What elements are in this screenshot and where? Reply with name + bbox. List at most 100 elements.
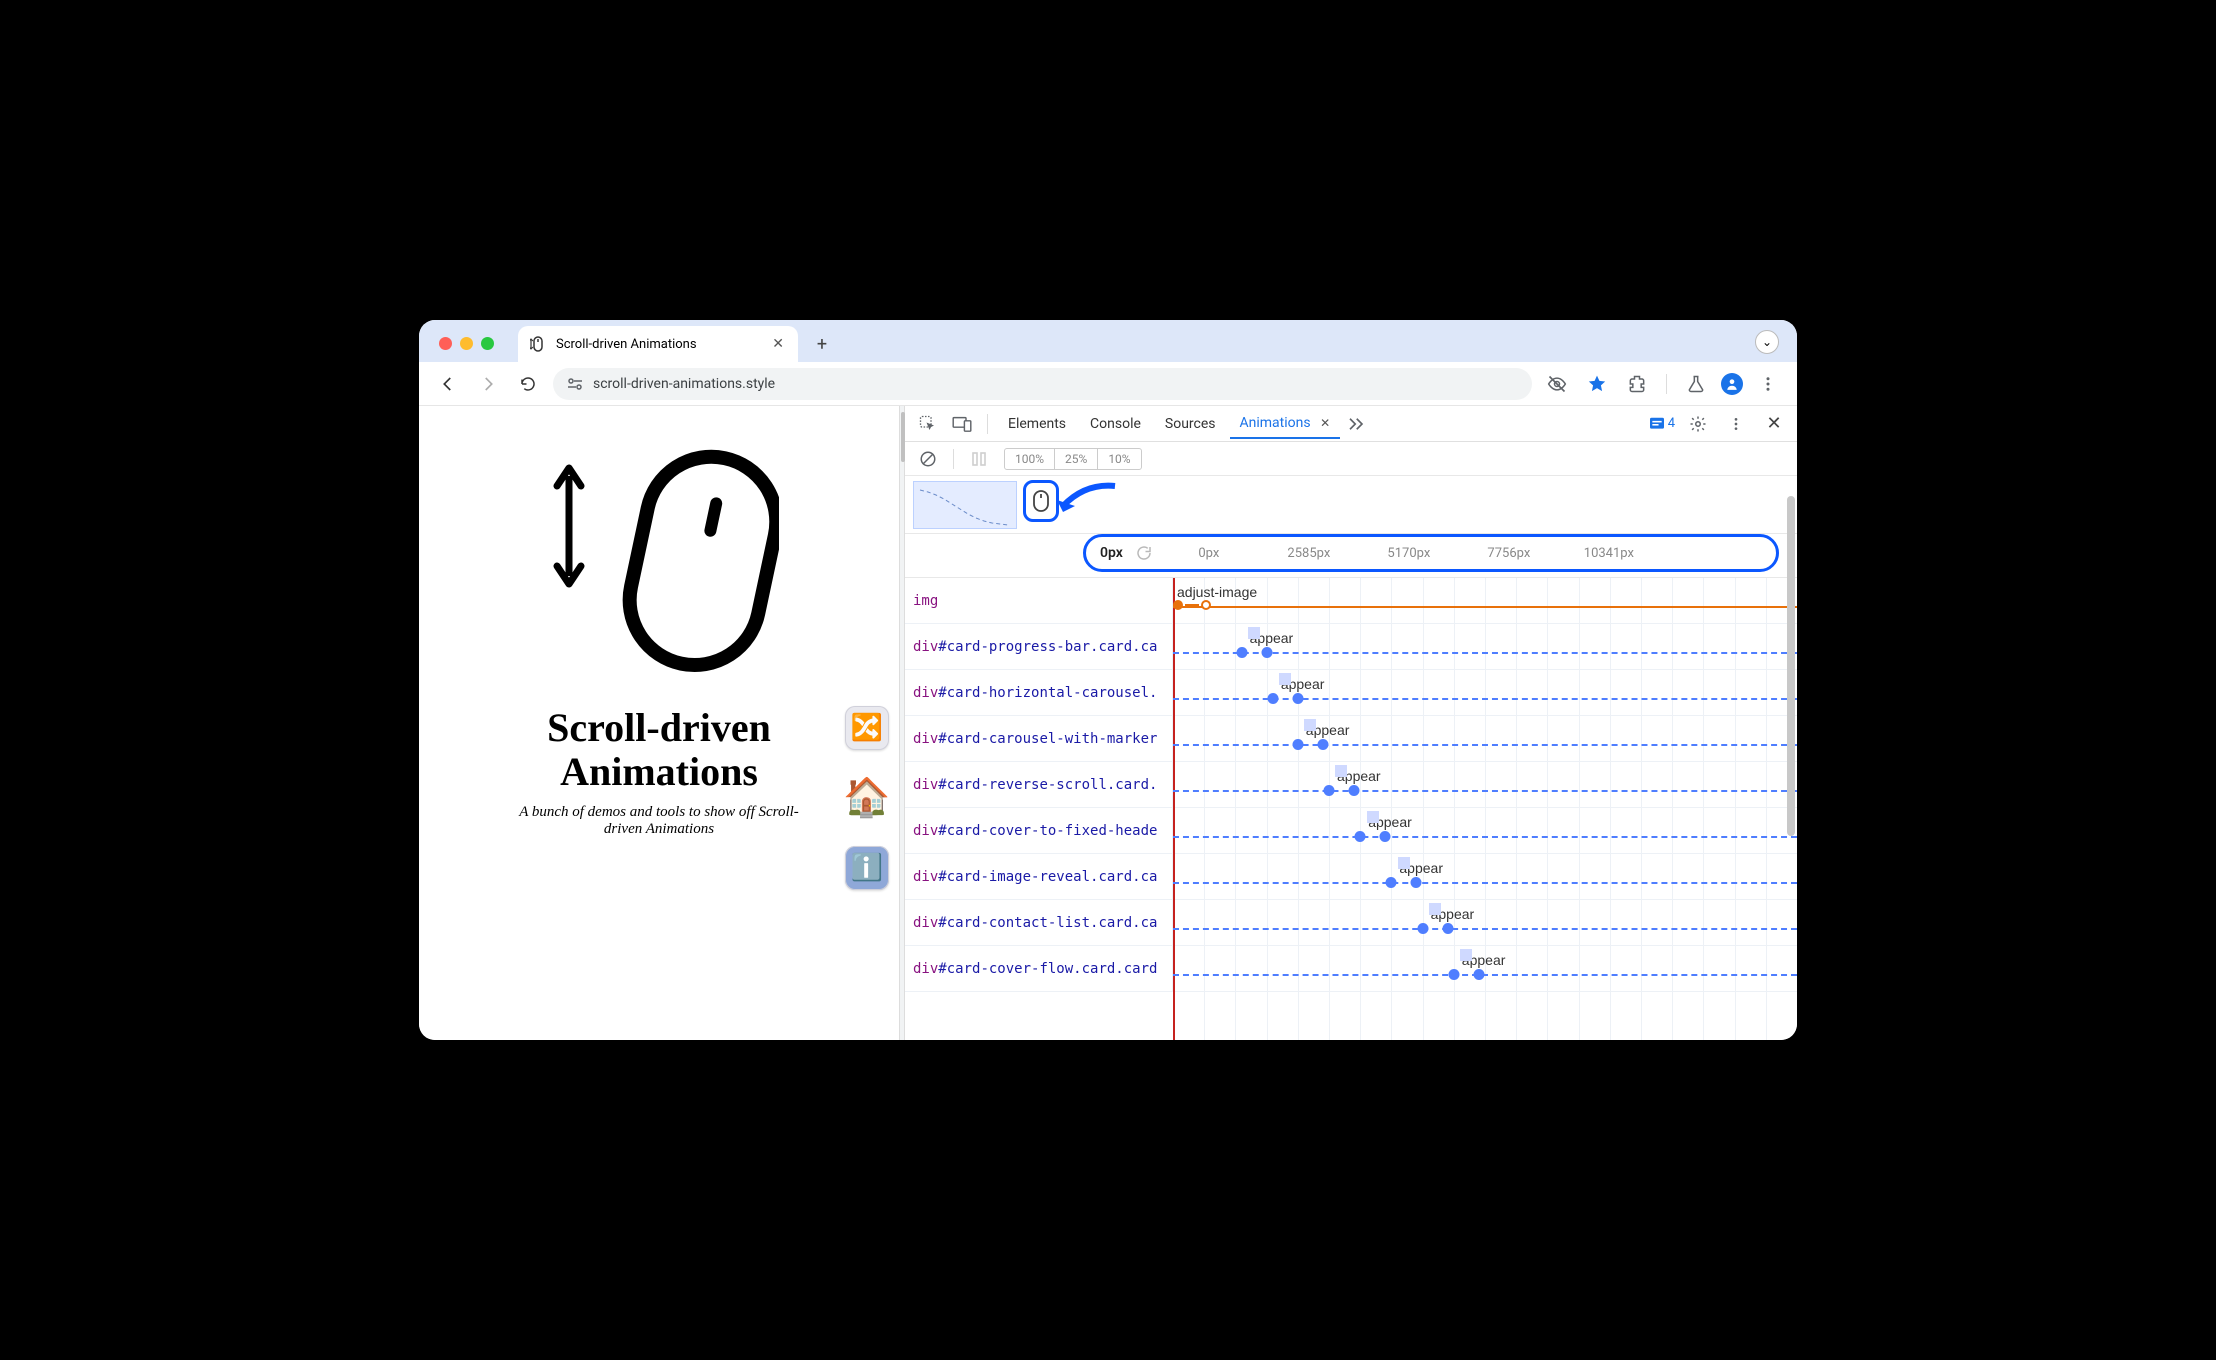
- tab-elements[interactable]: Elements: [998, 410, 1076, 438]
- site-settings-icon[interactable]: [567, 377, 583, 391]
- animation-name: adjust-image: [1177, 584, 1257, 600]
- toolbar-actions: [1542, 369, 1783, 399]
- animation-track[interactable]: appear: [1173, 854, 1797, 899]
- animation-row[interactable]: div#card-progress-bar.card.caappear: [905, 624, 1797, 670]
- speed-100[interactable]: 100%: [1005, 449, 1055, 469]
- animation-row[interactable]: div#card-reverse-scroll.card.appear: [905, 762, 1797, 808]
- tab-sources[interactable]: Sources: [1155, 410, 1226, 438]
- settings-gear-icon[interactable]: [1683, 409, 1713, 439]
- animation-controls: 100% 25% 10%: [905, 442, 1797, 476]
- replay-icon[interactable]: [1135, 544, 1153, 562]
- tab-title: Scroll-driven Animations: [556, 337, 697, 352]
- animation-row[interactable]: div#card-cover-flow.card.cardappear: [905, 946, 1797, 992]
- animation-row[interactable]: div#card-contact-list.card.caappear: [905, 900, 1797, 946]
- device-toggle-icon[interactable]: [947, 409, 977, 439]
- animation-track[interactable]: appear: [1173, 946, 1797, 991]
- devtools-pane: Elements Console Sources Animations ✕ 4: [905, 406, 1797, 1040]
- browser-tab[interactable]: Scroll-driven Animations ✕: [518, 326, 798, 362]
- menu-button[interactable]: [1753, 369, 1783, 399]
- close-devtools-icon[interactable]: ✕: [1759, 409, 1789, 439]
- window-controls: [439, 337, 494, 350]
- extensions-icon[interactable]: [1622, 369, 1652, 399]
- animation-target-label: div#card-horizontal-carousel.: [905, 670, 1173, 715]
- animation-target-label: div#card-cover-flow.card.card: [905, 946, 1173, 991]
- animation-group-thumbnail[interactable]: [913, 481, 1017, 529]
- shuffle-button[interactable]: 🔀: [845, 706, 889, 750]
- bookmark-star-icon[interactable]: [1582, 369, 1612, 399]
- animation-target-label: div#card-contact-list.card.ca: [905, 900, 1173, 945]
- timeline-ruler: 0px 0px2585px5170px7756px10341px: [1083, 534, 1779, 572]
- animation-groups: [905, 476, 1797, 534]
- back-button[interactable]: [433, 369, 463, 399]
- forward-button[interactable]: [473, 369, 503, 399]
- eye-off-icon[interactable]: [1542, 369, 1572, 399]
- playback-speed: 100% 25% 10%: [1004, 448, 1142, 470]
- animation-row[interactable]: div#card-image-reveal.card.caappear: [905, 854, 1797, 900]
- animation-row[interactable]: imgadjust-image: [905, 578, 1797, 624]
- devtools-scrollbar[interactable]: [1787, 496, 1795, 836]
- page-subtitle: A bunch of demos and tools to show off S…: [509, 804, 809, 838]
- devtools-menu-icon[interactable]: [1721, 409, 1751, 439]
- divider: [987, 414, 988, 434]
- ruler-tick: 0px: [1159, 546, 1259, 561]
- browser-window: Scroll-driven Animations ✕ + ⌄ scroll-dr…: [419, 320, 1797, 1040]
- animation-track[interactable]: appear: [1173, 670, 1797, 715]
- tab-strip: Scroll-driven Animations ✕ + ⌄: [419, 320, 1797, 362]
- home-button[interactable]: 🏠: [845, 776, 889, 820]
- animation-target-label: div#card-cover-to-fixed-heade: [905, 808, 1173, 853]
- maximize-window-button[interactable]: [481, 337, 494, 350]
- ruler-tick: 5170px: [1359, 546, 1459, 561]
- hero-mouse-icon: [539, 436, 779, 676]
- animation-track[interactable]: adjust-image: [1173, 578, 1797, 623]
- animation-target-label: img: [905, 578, 1173, 623]
- annotation-arrow: [1055, 478, 1125, 520]
- animation-row[interactable]: div#card-cover-to-fixed-headeappear: [905, 808, 1797, 854]
- divider: [1666, 374, 1667, 394]
- issues-count: 4: [1668, 416, 1675, 431]
- tab-overflow-button[interactable]: ⌄: [1755, 330, 1779, 354]
- tab-console[interactable]: Console: [1080, 410, 1151, 438]
- clear-all-icon[interactable]: [913, 444, 943, 474]
- close-tab-button[interactable]: ✕: [772, 336, 784, 352]
- profile-avatar[interactable]: [1721, 373, 1743, 395]
- info-button[interactable]: ℹ️: [845, 846, 889, 890]
- animation-target-label: div#card-reverse-scroll.card.: [905, 762, 1173, 807]
- minimize-window-button[interactable]: [460, 337, 473, 350]
- browser-toolbar: scroll-driven-animations.style: [419, 362, 1797, 406]
- tab-animations[interactable]: Animations ✕: [1230, 409, 1341, 439]
- close-window-button[interactable]: [439, 337, 452, 350]
- current-position: 0px: [1100, 545, 1123, 561]
- animation-row[interactable]: div#card-horizontal-carousel.appear: [905, 670, 1797, 716]
- ruler-tick: 10341px: [1559, 546, 1659, 561]
- page-viewport: Scroll-driven Animations A bunch of demo…: [419, 406, 899, 1040]
- more-tabs-icon[interactable]: [1344, 409, 1368, 439]
- speed-25[interactable]: 25%: [1055, 449, 1098, 469]
- pause-icon[interactable]: [964, 444, 994, 474]
- issues-badge[interactable]: 4: [1649, 416, 1675, 431]
- animation-row[interactable]: div#card-carousel-with-markerappear: [905, 716, 1797, 762]
- animation-track[interactable]: appear: [1173, 900, 1797, 945]
- ruler-tick: 7756px: [1459, 546, 1559, 561]
- animation-list: imgadjust-imagediv#card-progress-bar.car…: [905, 578, 1797, 1040]
- animation-track[interactable]: appear: [1173, 716, 1797, 761]
- tab-favicon: [530, 336, 546, 352]
- heading-line2: Animations: [560, 749, 758, 794]
- reload-button[interactable]: [513, 369, 543, 399]
- animation-track[interactable]: appear: [1173, 624, 1797, 669]
- inspect-element-icon[interactable]: [913, 409, 943, 439]
- labs-flask-icon[interactable]: [1681, 369, 1711, 399]
- animation-track[interactable]: appear: [1173, 808, 1797, 853]
- animation-target-label: div#card-progress-bar.card.ca: [905, 624, 1173, 669]
- new-tab-button[interactable]: +: [806, 328, 838, 360]
- address-url: scroll-driven-animations.style: [593, 376, 775, 392]
- animation-target-label: div#card-carousel-with-marker: [905, 716, 1173, 761]
- animation-track[interactable]: appear: [1173, 762, 1797, 807]
- address-bar[interactable]: scroll-driven-animations.style: [553, 368, 1532, 400]
- divider: [953, 449, 954, 469]
- page-heading: Scroll-driven Animations: [547, 706, 771, 794]
- ruler-ticks: 0px2585px5170px7756px10341px: [1159, 546, 1659, 561]
- speed-10[interactable]: 10%: [1098, 449, 1140, 469]
- scroll-driven-badge: [1023, 480, 1059, 522]
- close-panel-icon[interactable]: ✕: [1320, 416, 1330, 430]
- devtools-tabs: Elements Console Sources Animations ✕ 4: [905, 406, 1797, 442]
